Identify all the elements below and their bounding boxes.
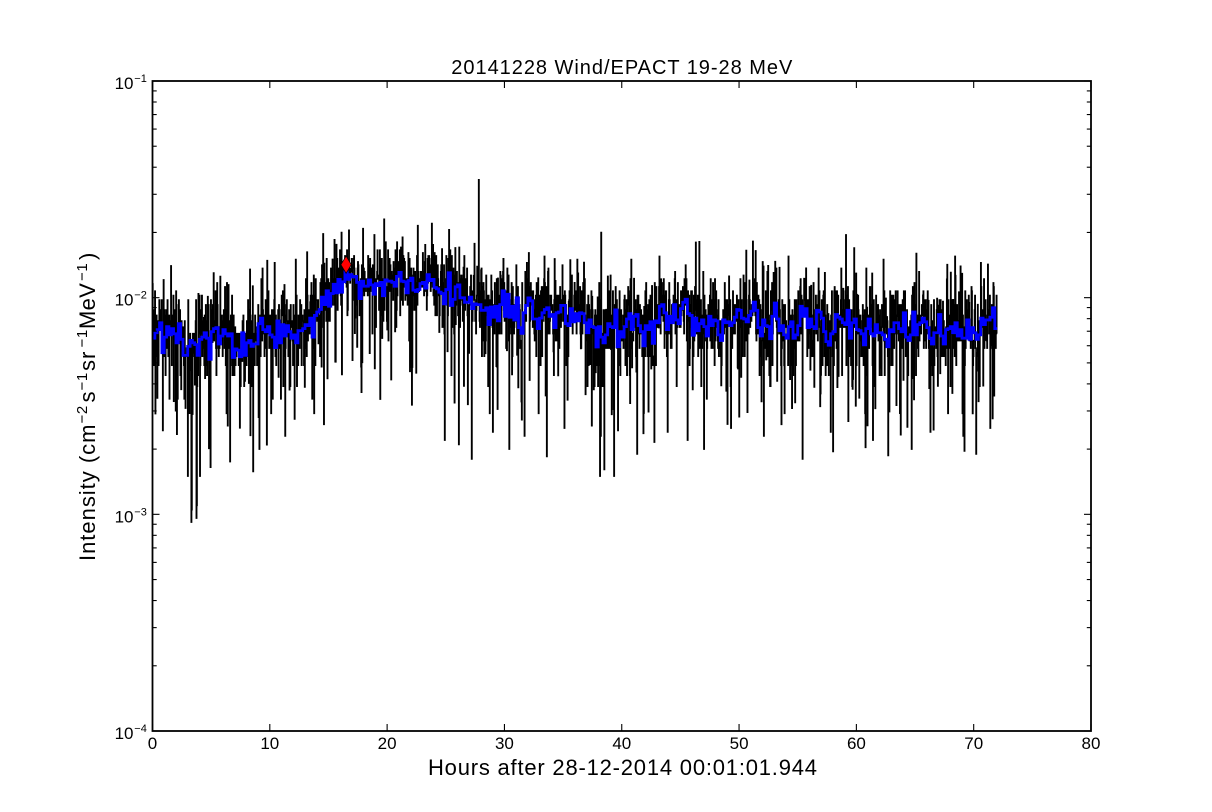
svg-text:Hours after 28-12-2014 00:01:0: Hours after 28-12-2014 00:01:01.944 [428, 755, 817, 780]
svg-text:10: 10 [115, 724, 134, 743]
svg-text:10: 10 [260, 734, 279, 753]
svg-text:−2: −2 [134, 290, 147, 302]
svg-text:−1: −1 [134, 73, 147, 85]
svg-text:10: 10 [115, 74, 134, 93]
svg-text:−1: −1 [74, 372, 91, 390]
svg-text:20: 20 [378, 734, 397, 753]
svg-text:−4: −4 [134, 723, 147, 735]
svg-text:30: 30 [495, 734, 514, 753]
svg-text:50: 50 [730, 734, 749, 753]
svg-text:0: 0 [148, 734, 157, 753]
svg-text:sr: sr [75, 351, 100, 371]
svg-text:−1: −1 [74, 329, 91, 347]
svg-text:s: s [75, 392, 100, 403]
svg-text:10: 10 [115, 291, 134, 310]
svg-text:10: 10 [115, 507, 134, 526]
svg-text:80: 80 [1082, 734, 1101, 753]
svg-text:−1: −1 [74, 263, 91, 281]
svg-text:Intensity (cm: Intensity (cm [75, 424, 100, 561]
svg-text:): ) [75, 253, 100, 260]
svg-text:20141228 Wind/EPACT 19-28 MeV: 20141228 Wind/EPACT 19-28 MeV [451, 57, 793, 79]
svg-text:70: 70 [964, 734, 983, 753]
svg-text:MeV: MeV [75, 283, 100, 329]
svg-text:−3: −3 [134, 506, 147, 518]
svg-text:40: 40 [612, 734, 631, 753]
svg-text:−2: −2 [74, 405, 91, 423]
svg-text:60: 60 [847, 734, 866, 753]
